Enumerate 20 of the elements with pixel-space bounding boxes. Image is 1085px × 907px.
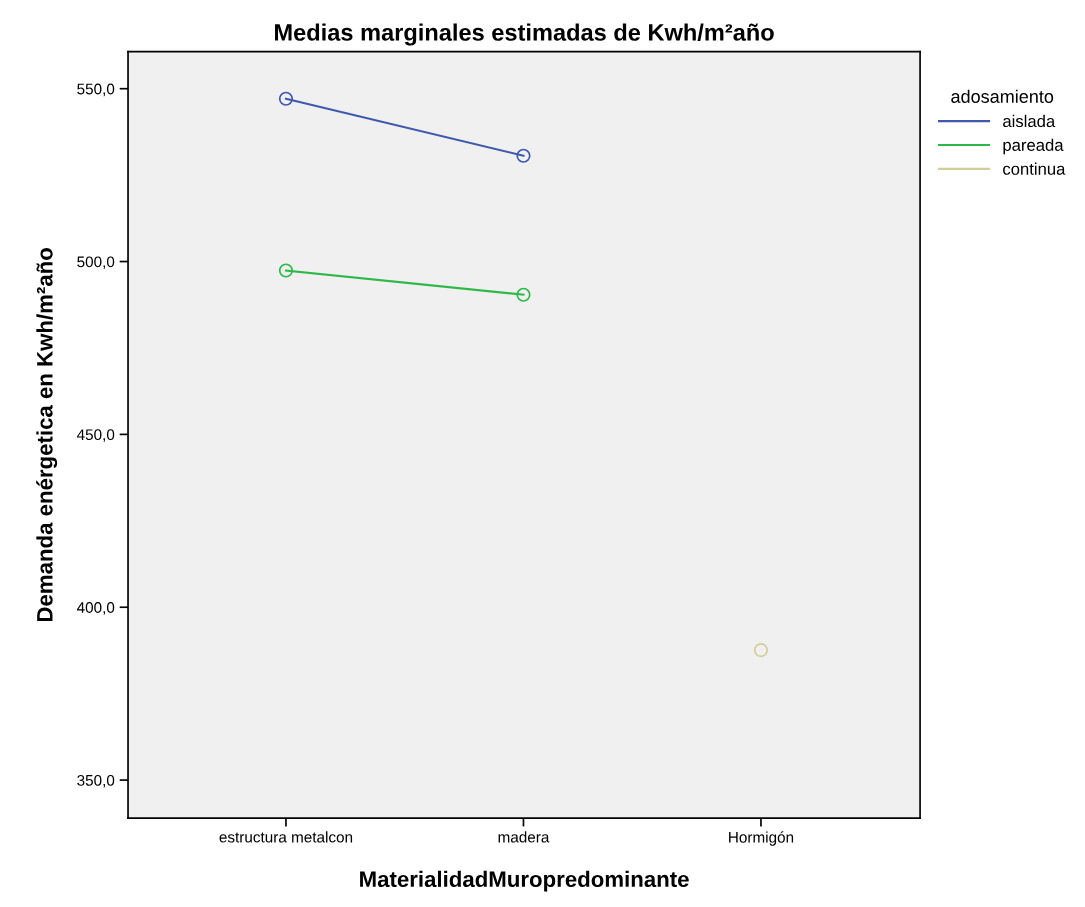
point [278,263,294,278]
y-axis-title: Demanda enérgetica en Kwh/m²año [36,248,58,622]
legend-label: aislada [1003,114,1056,128]
y-tick-label: 500,0 [77,256,115,270]
point [278,91,294,106]
y-tick-label: 550,0 [77,83,115,97]
x-tick-label: estructura metalcon [219,831,353,843]
point [516,287,531,302]
legend-label: pareada [1003,138,1064,155]
x-axis-title: MaterialidadMuropredominante [360,870,689,892]
legend-title: adosamiento [951,89,1054,103]
legend-label: continua [1003,162,1066,175]
point [516,148,531,163]
y-tick-label: 450,0 [76,429,115,442]
x-tick-label: madera [498,831,550,843]
chart-title: Medias marginales estimadas de Kwh/m²año [275,23,774,46]
y-tick-label: 350,0 [77,774,115,788]
y-tick-label: 400,0 [76,602,115,615]
point [753,643,769,658]
x-tick-label: Hormigón [729,831,794,846]
